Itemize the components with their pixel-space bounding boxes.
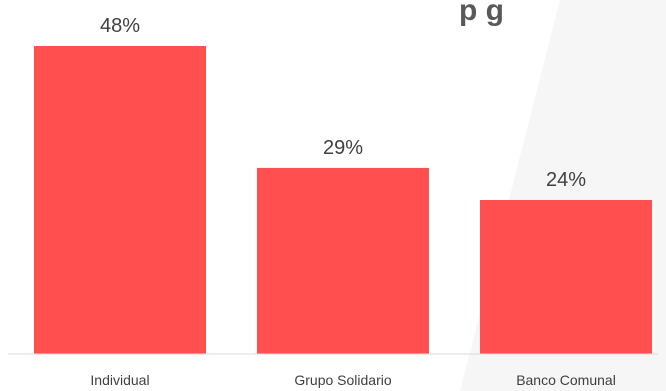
data-labels-group: 48% 29% 24% bbox=[100, 15, 586, 191]
category-label: Banco Comunal bbox=[516, 372, 616, 388]
data-label: 29% bbox=[323, 137, 363, 159]
chart-title-fragment: p g bbox=[459, 0, 504, 27]
data-label: 48% bbox=[100, 15, 140, 37]
category-label: Grupo Solidario bbox=[294, 372, 391, 388]
bar-grupo-solidario bbox=[257, 167, 429, 354]
category-labels-group: Individual Grupo Solidario Banco Comunal bbox=[90, 372, 615, 388]
category-label: Individual bbox=[90, 372, 149, 388]
bar-individual bbox=[34, 46, 206, 354]
bars-group bbox=[34, 46, 652, 354]
data-label: 24% bbox=[546, 169, 586, 191]
bar-banco-comunal bbox=[480, 200, 652, 354]
